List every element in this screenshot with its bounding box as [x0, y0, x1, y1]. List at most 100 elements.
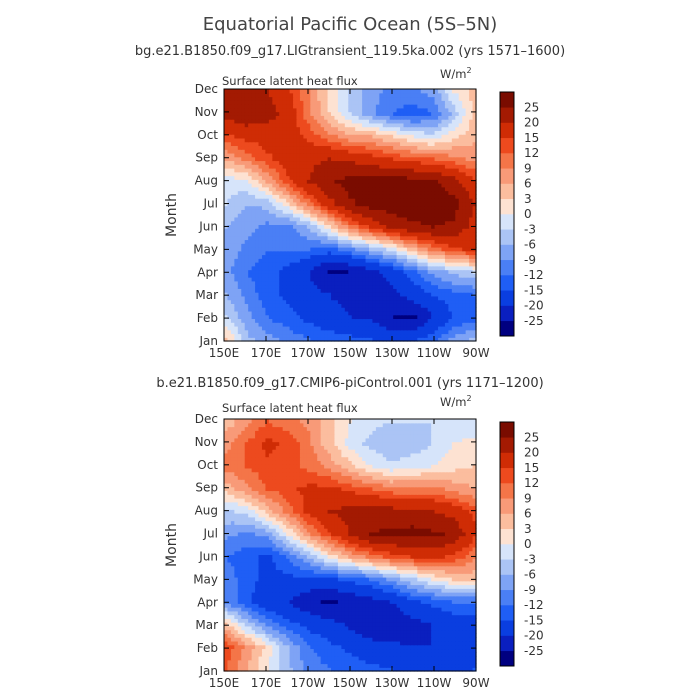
heatmap-cell [365, 333, 370, 338]
heatmap-cell [286, 198, 291, 203]
heatmap-cell [258, 171, 263, 177]
heatmap-cell [327, 265, 332, 271]
heatmap-cell [241, 171, 246, 177]
heatmap-cell [417, 107, 422, 113]
heatmap-cell [389, 167, 394, 173]
heatmap-cell [320, 104, 325, 109]
heatmap-cell [465, 96, 470, 101]
heatmap-cell [293, 111, 298, 116]
heatmap-cell [379, 310, 384, 316]
heatmap-cell [251, 310, 256, 316]
heatmap-cell [310, 107, 315, 113]
heatmap-cell [224, 89, 229, 94]
heatmap-cell [417, 277, 422, 282]
heatmap-cell [431, 194, 436, 199]
heatmap-cell [410, 205, 415, 210]
heatmap-cell [227, 160, 232, 165]
heatmap-cell [275, 337, 280, 342]
heatmap-cell [358, 134, 363, 139]
heatmap-cell [448, 231, 453, 237]
heatmap-cell [327, 292, 332, 297]
heatmap-cell [348, 329, 353, 335]
heatmap-cell [299, 122, 304, 128]
heatmap-cell [400, 262, 405, 267]
heatmap-cell [344, 213, 349, 218]
heatmap-cell [286, 130, 291, 135]
heatmap-cell [438, 149, 443, 154]
heatmap-cell [268, 190, 273, 195]
heatmap-cell [448, 100, 453, 105]
heatmap-cell [272, 130, 277, 135]
heatmap-cell [472, 96, 477, 101]
heatmap-cell [306, 310, 311, 316]
heatmap-cell [279, 186, 284, 192]
heatmap-cell [268, 152, 273, 158]
heatmap-cell [230, 284, 235, 289]
heatmap-cell [351, 149, 356, 154]
heatmap-cell [379, 175, 384, 180]
heatmap-cell [334, 130, 339, 135]
heatmap-cell [286, 190, 291, 195]
heatmap-cell [400, 269, 405, 274]
heatmap-cell [396, 265, 401, 271]
heatmap-cell [282, 265, 287, 271]
heatmap-cell [244, 156, 249, 162]
heatmap-cell [400, 134, 405, 139]
heatmap-cell [410, 149, 415, 154]
heatmap-cell [403, 239, 408, 244]
heatmap-cell [310, 134, 315, 139]
heatmap-cell [444, 190, 449, 195]
heatmap-cell [286, 104, 291, 109]
heatmap-cell [427, 220, 432, 225]
heatmap-cell [420, 314, 425, 320]
heatmap-cell [293, 96, 298, 101]
heatmap-cell [268, 194, 273, 199]
heatmap-cell [320, 194, 325, 199]
heatmap-cell [261, 160, 267, 165]
heatmap-cell [320, 145, 325, 150]
heatmap-cell [455, 250, 460, 256]
heatmap-cell [317, 235, 322, 241]
heatmap-cell [282, 262, 287, 267]
heatmap-cell [241, 329, 246, 335]
heatmap-cell [400, 130, 405, 135]
heatmap-cell [241, 137, 246, 143]
heatmap-cell [258, 89, 263, 94]
heatmap-cell [382, 250, 387, 256]
heatmap-cell [389, 145, 394, 150]
heatmap-cell [372, 130, 377, 135]
heatmap-cell [286, 250, 291, 256]
heatmap-cell [289, 246, 294, 252]
colorbar-box [500, 305, 514, 322]
heatmap-cell [465, 126, 470, 131]
heatmap-cell [237, 183, 242, 188]
heatmap-cell [362, 329, 367, 335]
heatmap-cell [272, 152, 277, 158]
heatmap-cell [344, 160, 349, 165]
heatmap-cell [293, 235, 298, 241]
heatmap-cell [234, 164, 239, 169]
heatmap-cell [382, 262, 387, 267]
heatmap-cell [324, 100, 329, 105]
heatmap-cell [227, 239, 232, 244]
heatmap-cell [289, 292, 294, 297]
heatmap-cell [458, 194, 463, 199]
heatmap-cell [241, 111, 246, 116]
heatmap-cell [348, 303, 353, 308]
heatmap-cell [234, 96, 239, 101]
heatmap-cell [451, 333, 456, 338]
heatmap-cell [462, 310, 467, 316]
heatmap-cell [372, 186, 377, 192]
heatmap-cell [403, 209, 408, 214]
heatmap-cell [296, 239, 301, 244]
heatmap-cell [455, 325, 460, 331]
heatmap-cell [234, 314, 239, 320]
heatmap-cell [324, 325, 329, 331]
heatmap-cell [241, 277, 246, 282]
heatmap-cell [289, 228, 294, 233]
heatmap-cell [348, 201, 353, 207]
heatmap-cell [358, 337, 363, 342]
heatmap-cell [386, 318, 391, 323]
heatmap-cell [251, 250, 256, 256]
heatmap-cell [472, 262, 477, 267]
